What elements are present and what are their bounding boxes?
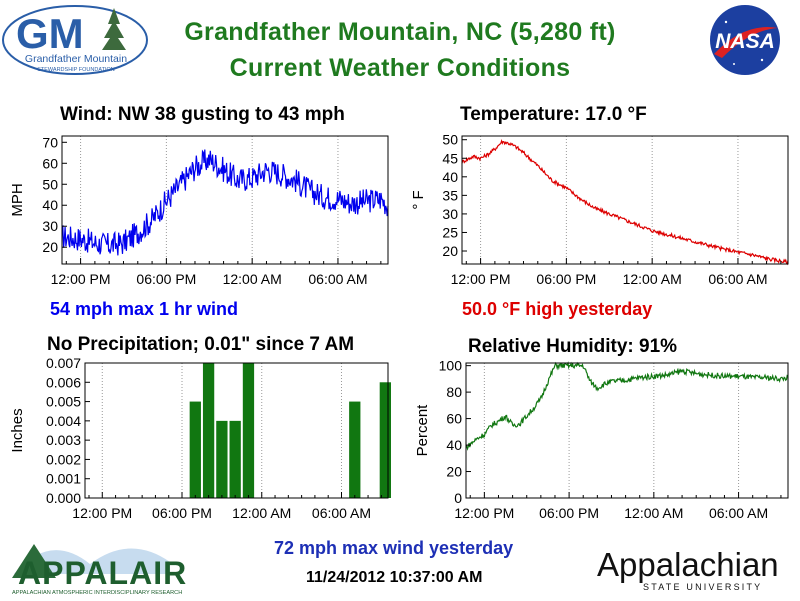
y-tick-label: 0.007 (46, 355, 81, 371)
nasa-logo-text: NASA (715, 30, 775, 53)
plot-frame (84, 362, 389, 499)
precip-bar (349, 401, 361, 498)
appalachian-state-logo: Appalachian STATE UNIVERSITY (595, 540, 795, 596)
x-tick-label: 06:00 AM (312, 505, 371, 521)
humidity-series-line (465, 361, 789, 451)
precip-bar (216, 420, 228, 498)
precip-bar (379, 382, 391, 498)
x-tick-label: 12:00 AM (232, 505, 291, 521)
appstate-logo-sub: STATE UNIVERSITY (643, 582, 762, 592)
y-tick-label: 20 (42, 239, 58, 255)
y-tick-label: 45 (442, 150, 458, 166)
precip-ylabel: Inches (9, 408, 26, 452)
x-tick-label: 12:00 AM (624, 505, 683, 521)
x-tick-label: 06:00 PM (536, 271, 596, 287)
gm-logo-letters: GM (16, 10, 84, 57)
x-tick-label: 12:00 AM (223, 271, 282, 287)
wind-series-line (61, 149, 389, 256)
gm-logo-sub: STEWARDSHIP FOUNDATION (37, 67, 115, 73)
page-title-line2: Current Weather Conditions (229, 54, 571, 82)
plot-frame (61, 135, 389, 265)
y-tick-label: 20 (442, 243, 458, 259)
precip-bar (189, 401, 201, 498)
y-tick-label: 0.006 (46, 374, 81, 390)
wind-ylabel: MPH (9, 183, 26, 216)
nasa-logo-graphic: NASA (710, 5, 780, 75)
y-tick-label: 100 (439, 358, 463, 374)
temperature-series-line (461, 139, 789, 266)
x-tick-label: 12:00 AM (623, 271, 682, 287)
appstate-logo-graphic: Appalachian STATE UNIVERSITY (597, 546, 779, 592)
humidity-panel-title: Relative Humidity: 91% (468, 336, 678, 357)
precip-bar (242, 363, 255, 498)
y-tick-label: 35 (442, 187, 458, 203)
y-tick-label: 50 (442, 132, 458, 148)
y-tick-label: 50 (42, 176, 58, 192)
max-wind-yesterday: 72 mph max wind yesterday (274, 538, 514, 558)
nasa-logo: NASA (704, 2, 786, 78)
x-tick-label: 06:00 AM (709, 505, 768, 521)
appalair-logo: APPALAIR APPALACHIAN ATMOSPHERIC INTERDI… (10, 534, 240, 596)
y-tick-label: 0.005 (46, 394, 81, 410)
y-tick-label: 60 (446, 411, 462, 427)
y-tick-label: 40 (442, 169, 458, 185)
appalair-logo-graphic: APPALAIR APPALACHIAN ATMOSPHERIC INTERDI… (12, 544, 187, 596)
precip-chart: 0.000 0.001 0.002 0.003 0.004 0.005 0.006 0.007… (9, 355, 391, 521)
x-tick-label: 12:00 PM (451, 271, 511, 287)
y-tick-label: 80 (446, 384, 462, 400)
y-tick-label: 0.002 (46, 451, 81, 467)
x-tick-label: 06:00 PM (539, 505, 599, 521)
appalair-logo-sub: APPALACHIAN ATMOSPHERIC INTERDISCIPLINAR… (12, 590, 182, 596)
x-tick-label: 12:00 PM (51, 271, 111, 287)
temperature-panel-title: Temperature: 17.0 °F (460, 104, 647, 125)
y-tick-label: 25 (442, 224, 458, 240)
plot-frame (461, 135, 789, 265)
y-tick-label: 0.004 (46, 413, 81, 429)
y-tick-label: 60 (42, 155, 58, 171)
precip-panel-title: No Precipitation; 0.01" since 7 AM (47, 334, 355, 355)
y-tick-label: 30 (442, 206, 458, 222)
wind-max-subtitle: 54 mph max 1 hr wind (50, 299, 239, 319)
gm-logo-graphic: GM Grandfather Mountain STEWARDSHIP FOUN… (2, 5, 148, 75)
appstate-logo-text: Appalachian (597, 546, 779, 583)
y-tick-label: 40 (42, 197, 58, 213)
humidity-chart: 0 20 40 60 80 100 12:00 PM 06:00 PM 12:00 AM 06:0… (414, 358, 789, 521)
y-tick-label: 0 (454, 490, 462, 506)
precip-bar (202, 363, 215, 498)
x-tick-label: 06:00 AM (308, 271, 367, 287)
grandfather-mountain-logo: GM Grandfather Mountain STEWARDSHIP FOUN… (2, 2, 152, 76)
x-tick-label: 06:00 AM (708, 271, 767, 287)
x-tick-label: 06:00 PM (136, 271, 196, 287)
gm-logo-name: Grandfather Mountain (25, 53, 127, 65)
temperature-high-subtitle: 50.0 °F high yesterday (462, 299, 653, 319)
page-title-line1: Grandfather Mountain, NC (5,280 ft) (184, 18, 616, 46)
temperature-chart: 20 25 30 35 40 45 50 12:00 PM 06:00 PM 12:00 AM 06… (410, 132, 789, 287)
x-tick-label: 12:00 PM (454, 505, 514, 521)
y-tick-label: 0.000 (46, 490, 81, 506)
y-tick-label: 0.001 (46, 471, 81, 487)
y-tick-label: 30 (42, 218, 58, 234)
wind-panel-title: Wind: NW 38 gusting to 43 mph (60, 104, 345, 125)
precip-bar (229, 420, 241, 498)
timestamp: 11/24/2012 10:37:00 AM (306, 569, 483, 586)
x-tick-label: 12:00 PM (72, 505, 132, 521)
plot-frame (465, 362, 789, 499)
y-tick-label: 70 (42, 134, 58, 150)
wind-chart: 20 30 40 50 60 70 12:00 PM 06:00 PM 12:00 AM 06:0… (9, 134, 389, 287)
y-tick-label: 40 (446, 437, 462, 453)
appalair-logo-text: APPALAIR (18, 555, 187, 591)
humidity-ylabel: Percent (414, 404, 431, 457)
x-tick-label: 06:00 PM (152, 505, 212, 521)
y-tick-label: 0.003 (46, 432, 81, 448)
y-tick-label: 20 (446, 464, 462, 480)
temperature-ylabel: ° F (410, 190, 427, 209)
